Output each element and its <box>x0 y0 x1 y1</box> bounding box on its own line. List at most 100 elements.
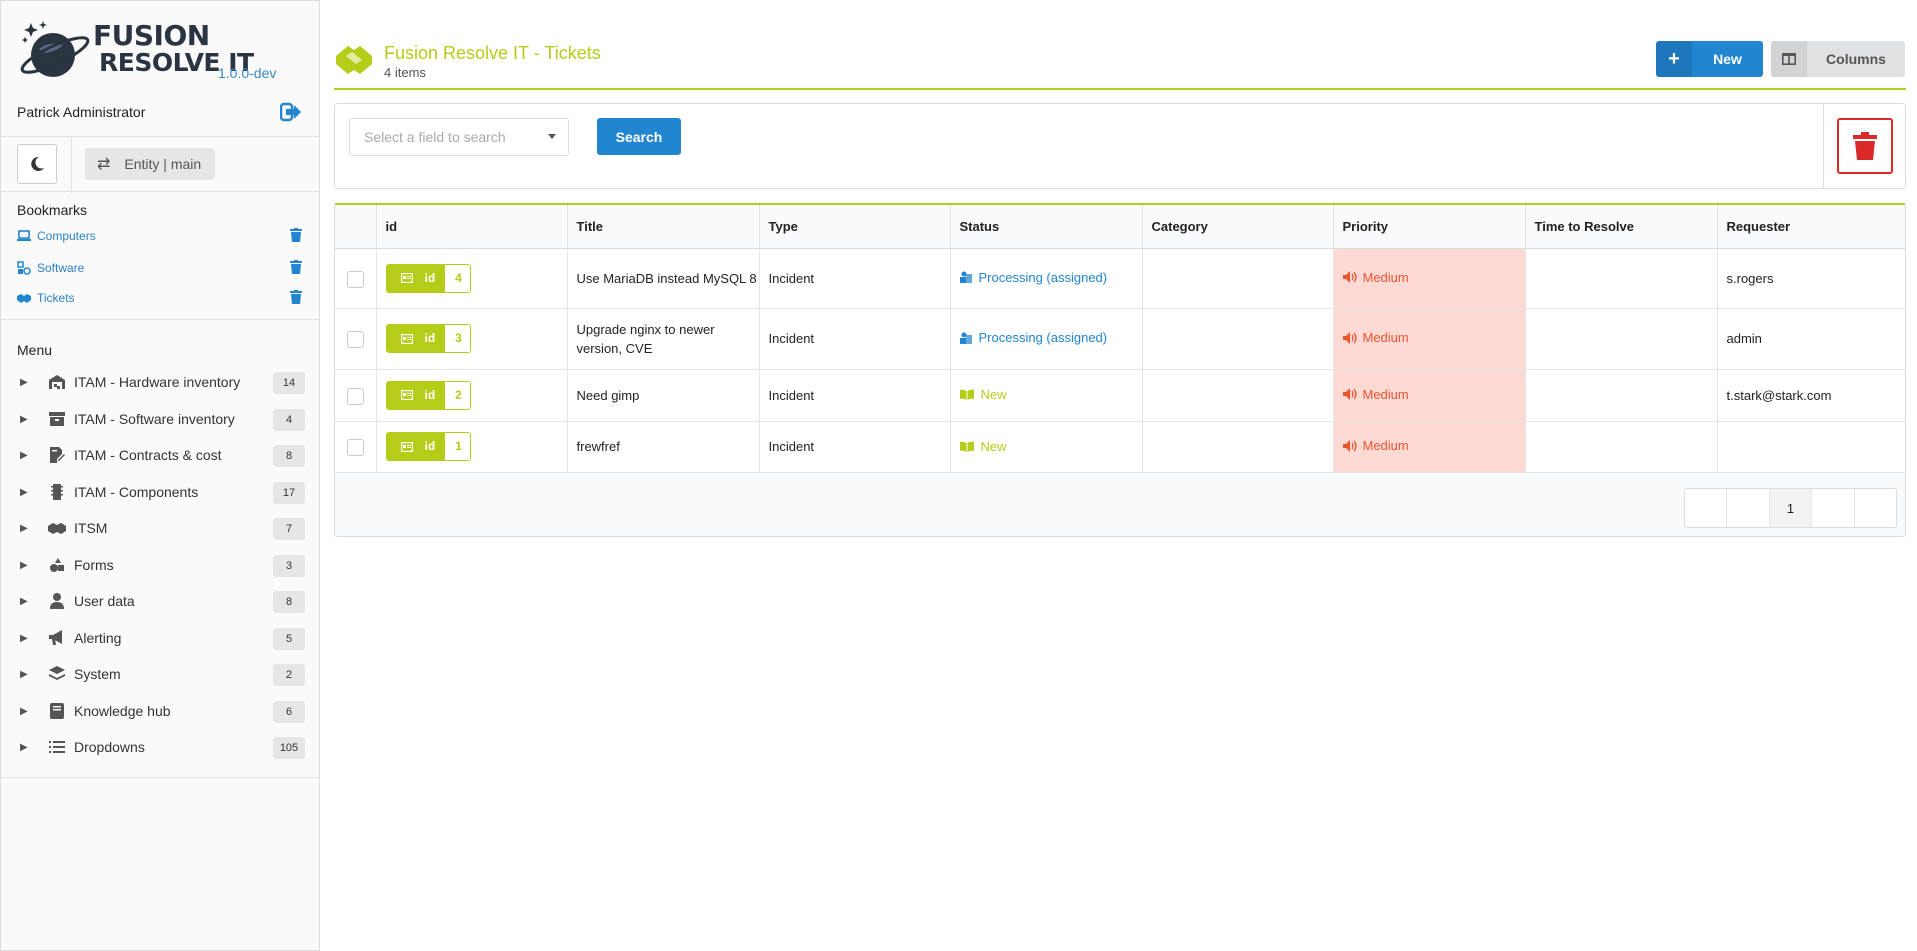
title-cell[interactable]: Need gimp <box>566 369 759 422</box>
priority-label: Medium <box>1362 438 1409 454</box>
id-label: id <box>424 387 436 402</box>
delete-button[interactable] <box>1837 118 1893 174</box>
new-button[interactable]: + New <box>1656 41 1763 77</box>
user-row: Patrick Administrator <box>17 102 302 124</box>
menu-item-system[interactable]: ▶ System 2 <box>17 662 305 686</box>
handshake-icon <box>48 521 66 535</box>
table-row[interactable]: id 4 Use MariaDB instead MySQL 8 Inciden… <box>335 248 1905 309</box>
bookmarks-title: Bookmarks <box>17 202 88 218</box>
trash-icon[interactable] <box>290 228 302 242</box>
menu-item-user-data[interactable]: ▶ User data 8 <box>17 589 305 613</box>
bookmark-computers[interactable]: Computers <box>17 226 302 246</box>
first-page-button[interactable] <box>1685 489 1726 527</box>
menu-item-knowledge-hub[interactable]: ▶ Knowledge hub 6 <box>17 699 305 723</box>
table-row[interactable]: id 1 frewfref Incident New Medium <box>335 421 1905 473</box>
id-tag-label: id <box>386 381 446 409</box>
bookmark-tickets[interactable]: Tickets <box>17 288 302 308</box>
dark-mode-toggle[interactable] <box>17 144 57 184</box>
id-cell: id 1 <box>375 421 567 473</box>
menu-item-software-inventory[interactable]: ▶ ITAM - Software inventory 4 <box>17 407 305 431</box>
column-header[interactable]: Status <box>949 205 1142 249</box>
requester-cell <box>1716 421 1905 473</box>
column-header[interactable]: id <box>375 205 567 249</box>
menu-item-components[interactable]: ▶ ITAM - Components 17 <box>17 480 305 504</box>
id-tag-label: id <box>386 264 446 292</box>
id-tag[interactable]: id 3 <box>385 324 471 353</box>
columns-button[interactable]: Columns <box>1771 41 1905 77</box>
status-cell: New <box>949 421 1142 473</box>
menu-item-contracts-cost[interactable]: ▶ ITAM - Contracts & cost 8 <box>17 443 305 467</box>
app-version: 1.0.0-dev <box>218 65 277 81</box>
status-label: New <box>980 438 1007 454</box>
next-page-button[interactable] <box>1811 489 1853 527</box>
menu-item-label: ITAM - Software inventory <box>74 411 235 427</box>
menu-item-label: Forms <box>74 557 114 573</box>
title-cell[interactable]: Use MariaDB instead MySQL 8 <box>566 248 759 309</box>
menu-item-dropdowns[interactable]: ▶ Dropdowns 105 <box>17 735 305 759</box>
priority-cell: Medium <box>1332 369 1525 422</box>
divider <box>71 137 72 193</box>
pagination: 1 <box>1684 488 1897 528</box>
row-checkbox[interactable] <box>346 331 364 349</box>
page-header: Fusion Resolve IT - Tickets 4 items + Ne… <box>334 38 1906 90</box>
menu-item-label: System <box>74 666 121 682</box>
priority-cell: Medium <box>1332 421 1525 473</box>
column-header[interactable]: Type <box>758 205 950 249</box>
menu-item-itsm[interactable]: ▶ ITSM 7 <box>17 516 305 540</box>
page-title: Fusion Resolve IT - Tickets <box>384 43 601 63</box>
title-cell[interactable]: frewfref <box>566 421 759 473</box>
column-header[interactable]: Title <box>566 205 759 249</box>
search-field-select[interactable]: Select a field to search <box>349 118 569 156</box>
entity-switch-button[interactable]: ⇄ Entity | main <box>85 148 215 180</box>
row-checkbox[interactable] <box>346 439 364 457</box>
menu-item-alerting[interactable]: ▶ Alerting 5 <box>17 626 305 650</box>
archive-icon <box>48 412 66 426</box>
requester-cell: s.rogers <box>1716 248 1905 309</box>
divider <box>1823 104 1824 188</box>
table-row[interactable]: id 3 Upgrade nginx to newer version, CVE… <box>335 308 1905 370</box>
count-badge: 17 <box>273 482 305 504</box>
search-button[interactable]: Search <box>597 118 681 155</box>
count-badge: 4 <box>273 409 305 431</box>
caret-right-icon: ▶ <box>20 668 28 680</box>
caret-right-icon: ▶ <box>20 413 28 425</box>
prev-page-button[interactable] <box>1726 489 1768 527</box>
id-tag[interactable]: id 4 <box>385 263 471 293</box>
requester-cell: t.stark@stark.com <box>1716 369 1905 422</box>
bookmark-software[interactable]: Software <box>17 258 302 278</box>
caret-right-icon: ▶ <box>20 741 28 753</box>
requester-cell: admin <box>1716 308 1905 370</box>
trash-icon[interactable] <box>290 290 302 304</box>
list-icon <box>48 740 66 754</box>
caret-right-icon: ▶ <box>20 632 28 644</box>
entity-switch-row: ⇄ Entity | main <box>1 136 319 193</box>
column-header[interactable]: Priority <box>1332 205 1525 249</box>
row-select-cell <box>335 248 376 309</box>
column-header[interactable]: Time to Resolve <box>1524 205 1717 249</box>
book-icon <box>48 703 66 719</box>
title-cell[interactable]: Upgrade nginx to newer version, CVE <box>566 308 759 370</box>
row-checkbox[interactable] <box>346 387 364 405</box>
column-header[interactable]: Category <box>1141 205 1333 249</box>
status-cell: Processing (assigned) <box>949 308 1142 370</box>
shapes-icon <box>48 557 66 573</box>
entity-label: Entity | main <box>124 156 202 172</box>
planet-logo-icon <box>20 21 90 77</box>
id-tag[interactable]: id 1 <box>385 432 471 461</box>
column-header[interactable]: Requester <box>1716 205 1905 249</box>
caret-right-icon: ▶ <box>20 559 28 571</box>
time-to-resolve-cell <box>1524 248 1717 309</box>
status-cell: New <box>949 369 1142 422</box>
trash-icon[interactable] <box>290 260 302 274</box>
row-checkbox[interactable] <box>346 270 364 288</box>
app-logo[interactable]: FUSION RESOLVE IT 1.0.0-dev <box>19 15 289 85</box>
id-label: id <box>424 439 436 453</box>
id-tag[interactable]: id 2 <box>385 380 471 410</box>
table-row[interactable]: id 2 Need gimp Incident New Medium t.sta… <box>335 369 1905 422</box>
last-page-button[interactable] <box>1853 489 1896 527</box>
logout-icon[interactable] <box>280 102 302 122</box>
table-header-row: id Title Type Status Category Priority T… <box>335 205 1905 249</box>
menu-item-forms[interactable]: ▶ Forms 3 <box>17 553 305 577</box>
page-number-button[interactable]: 1 <box>1768 489 1812 527</box>
menu-item-hardware-inventory[interactable]: ▶ ITAM - Hardware inventory 14 <box>17 370 305 394</box>
